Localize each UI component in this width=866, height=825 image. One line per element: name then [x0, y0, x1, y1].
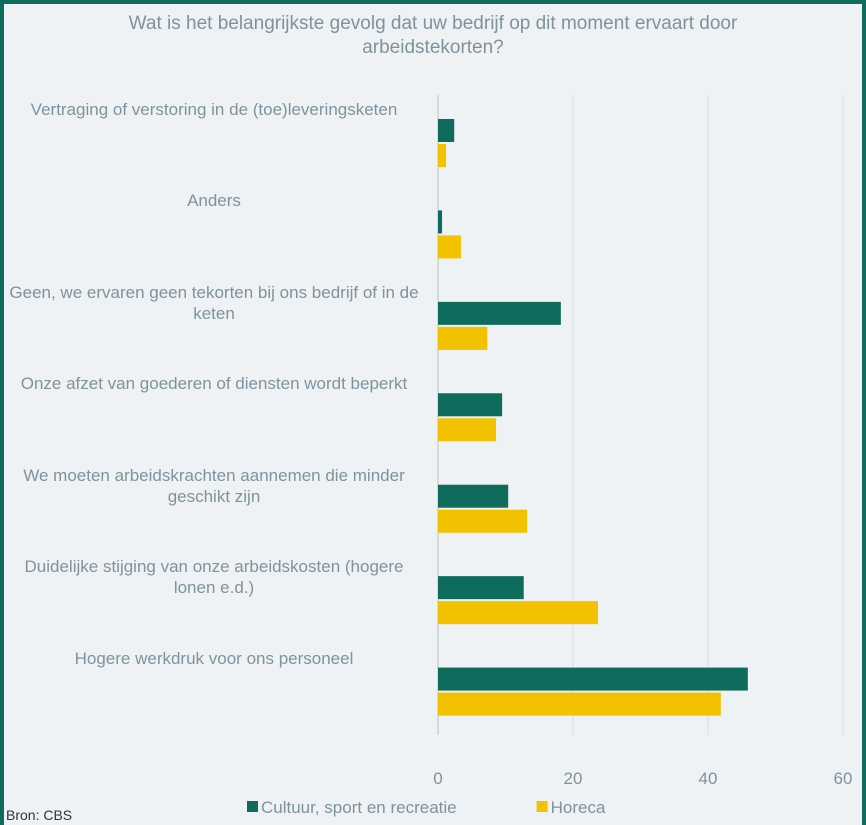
x-tick-label: 0	[433, 769, 442, 788]
legend-swatch	[247, 801, 258, 812]
x-tick-label: 20	[564, 769, 583, 788]
bar	[438, 484, 509, 508]
bar	[438, 235, 461, 259]
chart-title-box: Wat is het belangrijkste gevolg dat uw b…	[4, 12, 862, 60]
chart-title: Wat is het belangrijkste gevolg dat uw b…	[128, 13, 738, 58]
bar	[438, 326, 488, 350]
bar	[438, 393, 503, 417]
category-label: Anders	[187, 191, 241, 211]
source-note: Bron: CBS	[6, 807, 73, 823]
bar	[438, 576, 524, 600]
category-label: Duidelijke stijging van onze arbeidskost…	[24, 557, 404, 598]
bar	[438, 119, 455, 142]
category-label: Hogere werkdruk voor ons personeel	[74, 648, 354, 668]
bar	[438, 667, 748, 691]
x-tick-label: 60	[834, 769, 853, 788]
bar	[438, 509, 528, 533]
bar	[438, 601, 598, 625]
legend-label: Horeca	[551, 798, 606, 817]
x-tick-label: 40	[699, 769, 718, 788]
bar	[438, 418, 497, 442]
category-label: We moeten arbeidskrachten aannemen die m…	[23, 465, 405, 506]
bar	[438, 692, 721, 716]
legend-label: Cultuur, sport en recreatie	[261, 798, 457, 817]
bar	[438, 210, 443, 234]
category-label: Onze afzet van goederen of diensten word…	[20, 374, 408, 394]
chart: 0 20 40 60 Cultuur, sport en recreatie Horeca	[247, 95, 853, 817]
bar	[438, 301, 561, 325]
legend-swatch	[536, 801, 548, 812]
bar	[438, 144, 447, 167]
category-label: Vertraging of verstoring in de (toe)leve…	[30, 100, 398, 119]
category-label: Geen, we ervaren geen tekorten bij ons b…	[9, 282, 419, 323]
